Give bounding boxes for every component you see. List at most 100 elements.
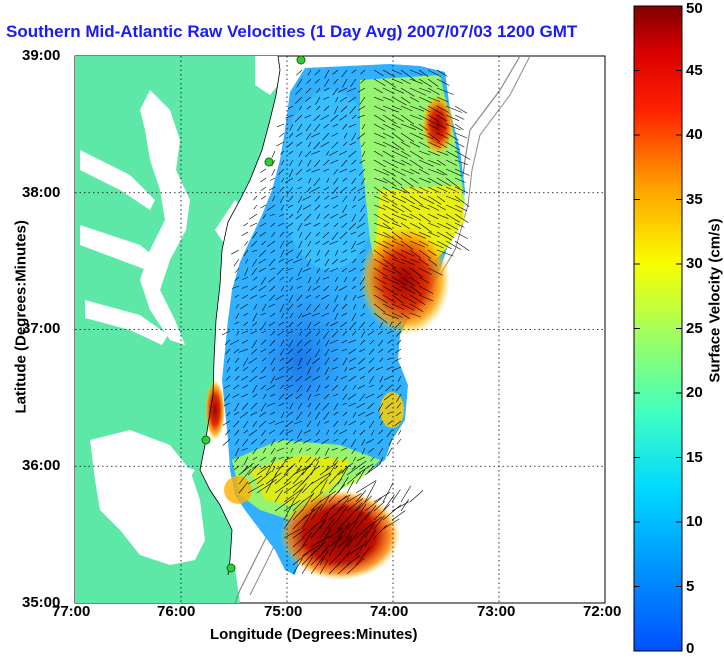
velocity-vector — [332, 186, 339, 194]
velocity-vector — [351, 204, 357, 209]
velocity-vector — [373, 276, 387, 285]
velocity-vector — [386, 366, 393, 370]
velocity-vector — [279, 195, 285, 204]
velocity-vector — [395, 411, 402, 417]
velocity-vector — [284, 393, 294, 400]
coastal-inlet — [215, 200, 245, 245]
velocity-vector — [315, 447, 321, 455]
velocity-vector — [251, 366, 258, 373]
velocity-vector — [331, 132, 339, 137]
velocity-vector — [306, 132, 312, 140]
velocity-vector — [241, 330, 249, 334]
velocity-vector — [373, 114, 386, 123]
velocity-vector — [391, 78, 404, 84]
velocity-vector — [343, 276, 348, 283]
velocity-vector — [287, 105, 294, 110]
velocity-vector — [360, 69, 366, 75]
velocity-vector — [319, 549, 329, 566]
velocity-vector — [427, 87, 440, 96]
velocity-vector — [314, 78, 321, 84]
velocity-vector — [279, 132, 285, 138]
velocity-vector — [275, 294, 285, 301]
velocity-vector — [330, 114, 339, 122]
velocity-vector — [297, 195, 303, 204]
velocity-vector — [244, 267, 249, 276]
velocity-vector — [409, 168, 420, 175]
velocity-vector — [355, 495, 373, 512]
velocity-vector — [316, 366, 321, 372]
velocity-vector — [365, 411, 375, 417]
velocity-vector — [283, 384, 294, 390]
velocity-vector — [378, 429, 384, 435]
velocity-vector — [297, 186, 303, 190]
velocity-vector — [296, 366, 303, 370]
velocity-vector — [341, 303, 348, 310]
velocity-vector — [239, 411, 249, 419]
velocity-vector — [274, 481, 292, 494]
velocity-vector — [324, 348, 330, 357]
velocity-vector — [378, 411, 384, 419]
velocity-vector — [297, 267, 303, 277]
velocity-vector — [409, 276, 420, 285]
velocity-vector — [270, 447, 276, 455]
velocity-vector — [409, 195, 423, 206]
velocity-vector — [280, 339, 285, 347]
velocity-vector — [250, 285, 258, 291]
velocity-vector — [314, 438, 321, 443]
velocity-vector — [242, 438, 249, 447]
velocity-vector — [296, 285, 303, 289]
velocity-vector — [270, 411, 276, 415]
velocity-vector — [400, 303, 415, 311]
velocity-vector — [324, 78, 330, 87]
velocity-vector — [315, 105, 321, 111]
velocity-vector — [319, 518, 335, 539]
velocity-vector — [259, 411, 267, 417]
velocity-vector — [454, 177, 466, 183]
velocity-vector — [382, 123, 396, 131]
velocity-vector — [373, 249, 385, 259]
velocity-vector — [418, 204, 430, 210]
velocity-vector — [391, 114, 405, 122]
velocity-vector — [361, 150, 366, 158]
velocity-vector — [436, 141, 448, 149]
velocity-vector — [373, 240, 389, 249]
velocity-vector — [427, 195, 442, 205]
velocity-vector — [418, 276, 430, 284]
velocity-vector — [355, 539, 368, 557]
velocity-vector — [342, 177, 348, 182]
velocity-vector — [409, 312, 422, 318]
velocity-vector — [346, 532, 358, 548]
velocity-vector — [297, 303, 303, 308]
velocity-vector — [359, 393, 366, 402]
velocity-vector — [347, 87, 357, 92]
velocity-vector — [418, 213, 432, 223]
velocity-vector — [364, 497, 382, 512]
velocity-vector — [307, 69, 312, 76]
velocity-vector — [340, 447, 348, 451]
velocity-vector — [348, 222, 357, 230]
x-tick-label: 75:00 — [264, 603, 303, 620]
velocity-vector — [315, 240, 321, 245]
velocity-vector — [226, 357, 231, 364]
velocity-vector — [256, 479, 277, 494]
velocity-vector — [382, 276, 400, 285]
velocity-vector — [280, 150, 285, 155]
y-tick-label: 37:00 — [22, 320, 61, 337]
velocity-vector — [359, 249, 366, 254]
velocity-vector — [311, 312, 321, 317]
velocity-vector — [222, 438, 231, 446]
velocity-vector — [373, 87, 384, 94]
velocity-vector — [222, 420, 231, 426]
velocity-vector — [339, 213, 348, 219]
velocity-vector — [409, 240, 425, 248]
velocity-vector — [287, 195, 294, 202]
velocity-vector — [382, 186, 396, 196]
velocity-vector — [292, 551, 309, 566]
velocity-vector — [306, 447, 312, 452]
velocity-high-zone — [205, 380, 225, 440]
velocity-vector — [350, 438, 357, 448]
velocity-vector — [384, 393, 393, 401]
velocity-vector — [418, 168, 430, 176]
velocity-vector — [351, 285, 357, 290]
velocity-vector — [292, 508, 304, 521]
